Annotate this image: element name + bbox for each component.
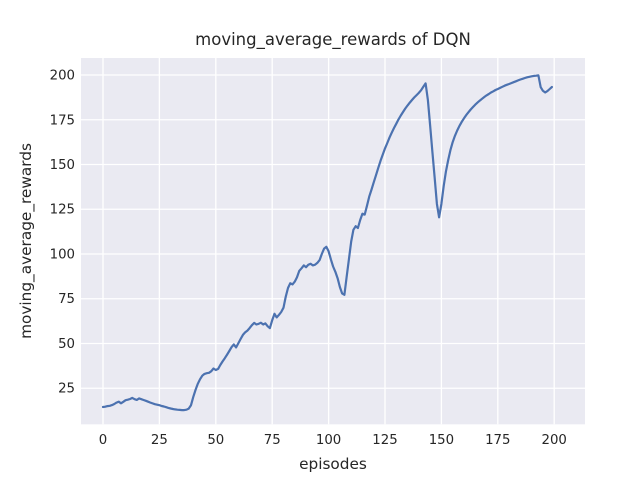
y-tick-label: 150 [50, 158, 75, 173]
x-tick-label: 150 [429, 433, 454, 448]
tick-labels: 0 25 50 75 100 125 150 175 200 25 50 75 100 125 150 175… [50, 69, 567, 448]
x-tick-label: 125 [372, 433, 397, 448]
y-tick-label: 200 [50, 69, 75, 84]
y-tick-label: 25 [58, 382, 75, 397]
y-tick-label: 125 [50, 203, 75, 218]
data-series [101, 74, 554, 412]
plot-area [81, 58, 585, 425]
x-tick-label: 200 [542, 433, 567, 448]
reward-line [101, 74, 554, 412]
x-tick-label: 25 [151, 433, 168, 448]
y-tick-label: 175 [50, 113, 75, 128]
y-axis-label: moving_average_rewards [17, 143, 36, 339]
x-tick-label: 100 [316, 433, 341, 448]
gridlines [81, 58, 585, 425]
x-tick-label: 50 [207, 433, 224, 448]
x-tick-label: 0 [99, 433, 107, 448]
y-tick-label: 75 [58, 292, 75, 307]
axes-background [81, 58, 585, 425]
x-axis-label: episodes [299, 455, 367, 473]
x-tick-label: 75 [264, 433, 281, 448]
y-tick-label: 100 [50, 247, 75, 262]
y-tick-label: 50 [58, 337, 75, 352]
chart-title: moving_average_rewards of DQN [195, 30, 471, 50]
x-tick-label: 175 [485, 433, 510, 448]
